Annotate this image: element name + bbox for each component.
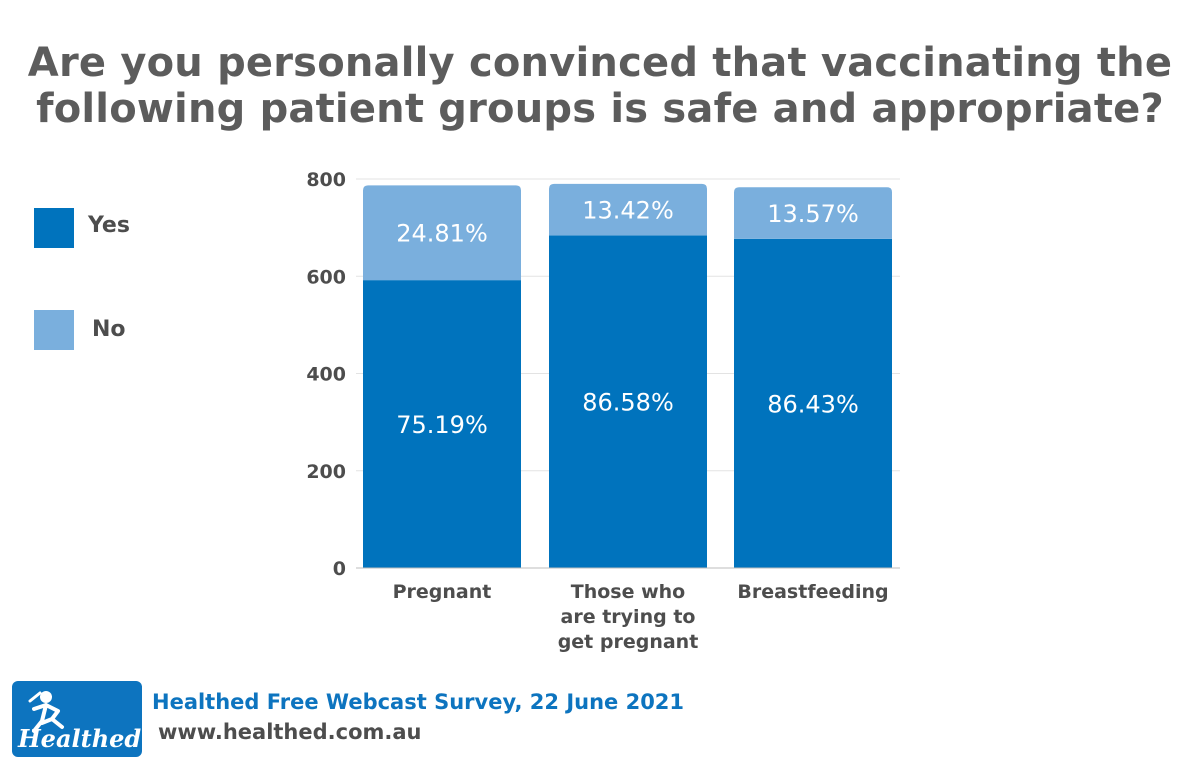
legend-label-yes: Yes	[88, 213, 130, 238]
logo-text: Healthed	[18, 724, 142, 753]
x-tick-label-1-0: Those who	[571, 581, 685, 603]
bar-yes-2	[734, 238, 892, 568]
source-text: Healthed Free Webcast Survey, 22 June 20…	[152, 690, 685, 714]
data-label-yes-0: 75.19%	[396, 411, 488, 439]
x-tick-label-1-2: get pregnant	[558, 631, 699, 653]
website-link[interactable]: www.healthed.com.au	[158, 720, 422, 744]
x-tick-label-1-1: are trying to	[561, 606, 696, 628]
stacked-bar-chart: 0 200 400 600 800 75.19% 24.81% Pregnant 86.58% 1…	[306, 169, 900, 653]
legend-swatch-no	[34, 310, 74, 350]
x-tick-label-2-0: Breastfeeding	[737, 581, 888, 603]
y-tick-label-600: 600	[306, 266, 346, 288]
chart-title-line-2: following patient groups is safe and app…	[36, 86, 1164, 132]
bar-no-1	[549, 183, 707, 236]
chart-title: Are you personally convinced that vaccin…	[0, 40, 1200, 132]
legend-swatch-yes	[34, 208, 74, 248]
y-tick-label-200: 200	[306, 461, 346, 483]
bar-no-0	[363, 185, 521, 281]
data-label-no-2: 13.57%	[767, 200, 859, 228]
y-tick-label-400: 400	[306, 364, 346, 386]
y-tick-label-800: 800	[306, 169, 346, 191]
legend-label-no: No	[92, 317, 126, 342]
healthed-logo: Healthed	[12, 681, 142, 757]
data-label-yes-1: 86.58%	[582, 389, 674, 417]
bar-no-2	[734, 187, 892, 239]
data-label-yes-2: 86.43%	[767, 390, 859, 418]
data-label-no-0: 24.81%	[396, 220, 488, 248]
data-label-no-1: 13.42%	[582, 197, 674, 225]
y-tick-label-0: 0	[333, 558, 346, 580]
bar-yes-0	[363, 280, 521, 568]
x-tick-label-0-0: Pregnant	[393, 581, 492, 603]
bar-yes-1	[549, 235, 707, 568]
runner-icon	[28, 691, 64, 733]
chart-title-line-1: Are you personally convinced that vaccin…	[27, 40, 1173, 86]
